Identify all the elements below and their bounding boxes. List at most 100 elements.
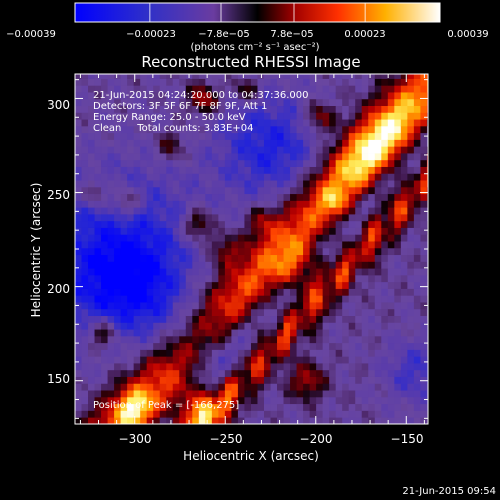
heatmap-cell <box>303 74 311 79</box>
heatmap-cell <box>244 98 252 107</box>
heatmap-cell <box>407 220 415 228</box>
heatmap-cell <box>374 268 382 276</box>
heatmap-cell <box>420 376 428 384</box>
heatmap-cell <box>309 112 317 120</box>
heatmap-cell <box>394 356 402 364</box>
heatmap-cell <box>231 241 239 249</box>
heatmap-cell <box>146 105 154 113</box>
heatmap-cell <box>368 390 376 398</box>
heatmap-cell <box>94 125 102 134</box>
heatmap-cell <box>355 281 363 289</box>
heatmap-cell <box>381 302 389 310</box>
y-tick-label-1: 200 <box>47 282 70 296</box>
heatmap-cell <box>120 288 128 296</box>
heatmap-cell <box>218 112 226 120</box>
heatmap-cell <box>101 132 108 140</box>
heatmap-cell <box>303 342 311 350</box>
heatmap-cell <box>316 369 324 377</box>
heatmap-cell <box>296 241 304 249</box>
heatmap-cell <box>342 417 350 424</box>
heatmap-cell <box>374 234 382 242</box>
heatmap-cell <box>420 342 428 350</box>
heatmap-cell <box>81 234 89 242</box>
heatmap-cell <box>88 268 95 276</box>
heatmap-cell <box>237 105 245 113</box>
heatmap-cell <box>277 261 284 269</box>
heatmap-cell <box>270 125 278 134</box>
heatmap-cell <box>290 180 297 188</box>
heatmap-cell <box>270 349 278 357</box>
heatmap-cell <box>387 329 395 337</box>
heatmap-cell <box>159 274 167 283</box>
heatmap-cell <box>146 322 154 330</box>
heatmap-cell <box>94 173 102 181</box>
heatmap-cell <box>303 308 311 317</box>
heatmap-cell <box>342 173 350 181</box>
heatmap-cell <box>166 193 174 201</box>
heatmap-cell <box>237 78 245 86</box>
heatmap-cell <box>290 92 297 100</box>
heatmap-cell <box>303 369 311 377</box>
heatmap-cell <box>348 261 356 269</box>
heatmap-cell <box>348 335 356 344</box>
heatmap-cell <box>205 207 213 215</box>
heatmap-cell <box>426 207 428 215</box>
heatmap-cell <box>309 200 317 208</box>
heatmap-cell <box>237 410 245 418</box>
heatmap-cell <box>231 112 239 120</box>
heatmap-cell <box>107 308 115 317</box>
heatmap-cell <box>335 207 343 215</box>
heatmap-cell <box>237 281 245 289</box>
heatmap-cell <box>88 417 95 424</box>
heatmap-cell <box>114 410 122 418</box>
heatmap-cell <box>153 261 161 269</box>
heatmap-cell <box>381 288 389 296</box>
heatmap-cell <box>361 335 369 344</box>
heatmap-cell <box>101 335 108 344</box>
heatmap-cell <box>277 288 284 296</box>
x-tick-label-3: −150 <box>391 432 424 446</box>
heatmap-cell <box>277 403 284 411</box>
heatmap-cell <box>348 302 356 310</box>
heatmap-cell <box>426 98 428 107</box>
heatmap-cell <box>303 166 311 174</box>
heatmap-cell <box>101 349 108 357</box>
heatmap-cell <box>263 146 271 154</box>
heatmap-cell <box>133 214 141 222</box>
heatmap-cell <box>120 322 128 330</box>
heatmap-cell <box>75 349 82 357</box>
heatmap-cell <box>309 281 317 289</box>
heatmap-cell <box>179 159 187 167</box>
heatmap-cell <box>205 315 213 323</box>
heatmap-cell <box>198 410 206 418</box>
heatmap-cell <box>426 322 428 330</box>
heatmap-cell <box>348 180 356 188</box>
heatmap-cell <box>270 92 278 100</box>
heatmap-cell <box>381 139 389 147</box>
heatmap-cell <box>172 396 180 405</box>
heatmap-cell <box>329 207 337 215</box>
heatmap-cell <box>218 207 226 215</box>
heatmap-cell <box>133 349 141 357</box>
heatmap-cell <box>94 302 102 310</box>
heatmap-cell <box>387 85 395 93</box>
heatmap-cell <box>192 139 200 147</box>
heatmap-cell <box>407 146 415 154</box>
heatmap-cell <box>88 356 95 364</box>
heatmap-cell <box>368 180 376 188</box>
heatmap-cell <box>231 315 239 323</box>
heatmap-cell <box>101 200 108 208</box>
heatmap-cell <box>107 98 115 107</box>
heatmap-cell <box>342 254 350 262</box>
heatmap-cell <box>101 241 108 249</box>
heatmap-cell <box>348 159 356 167</box>
heatmap-cell <box>316 247 324 256</box>
heatmap-cell <box>361 302 369 310</box>
heatmap-cell <box>198 146 206 154</box>
heatmap-cell <box>426 356 428 364</box>
heatmap-cell <box>290 376 297 384</box>
heatmap-cell <box>211 261 219 269</box>
heatmap-cell <box>355 363 363 371</box>
heatmap-cell <box>133 166 141 174</box>
heatmap-cell <box>120 125 128 134</box>
